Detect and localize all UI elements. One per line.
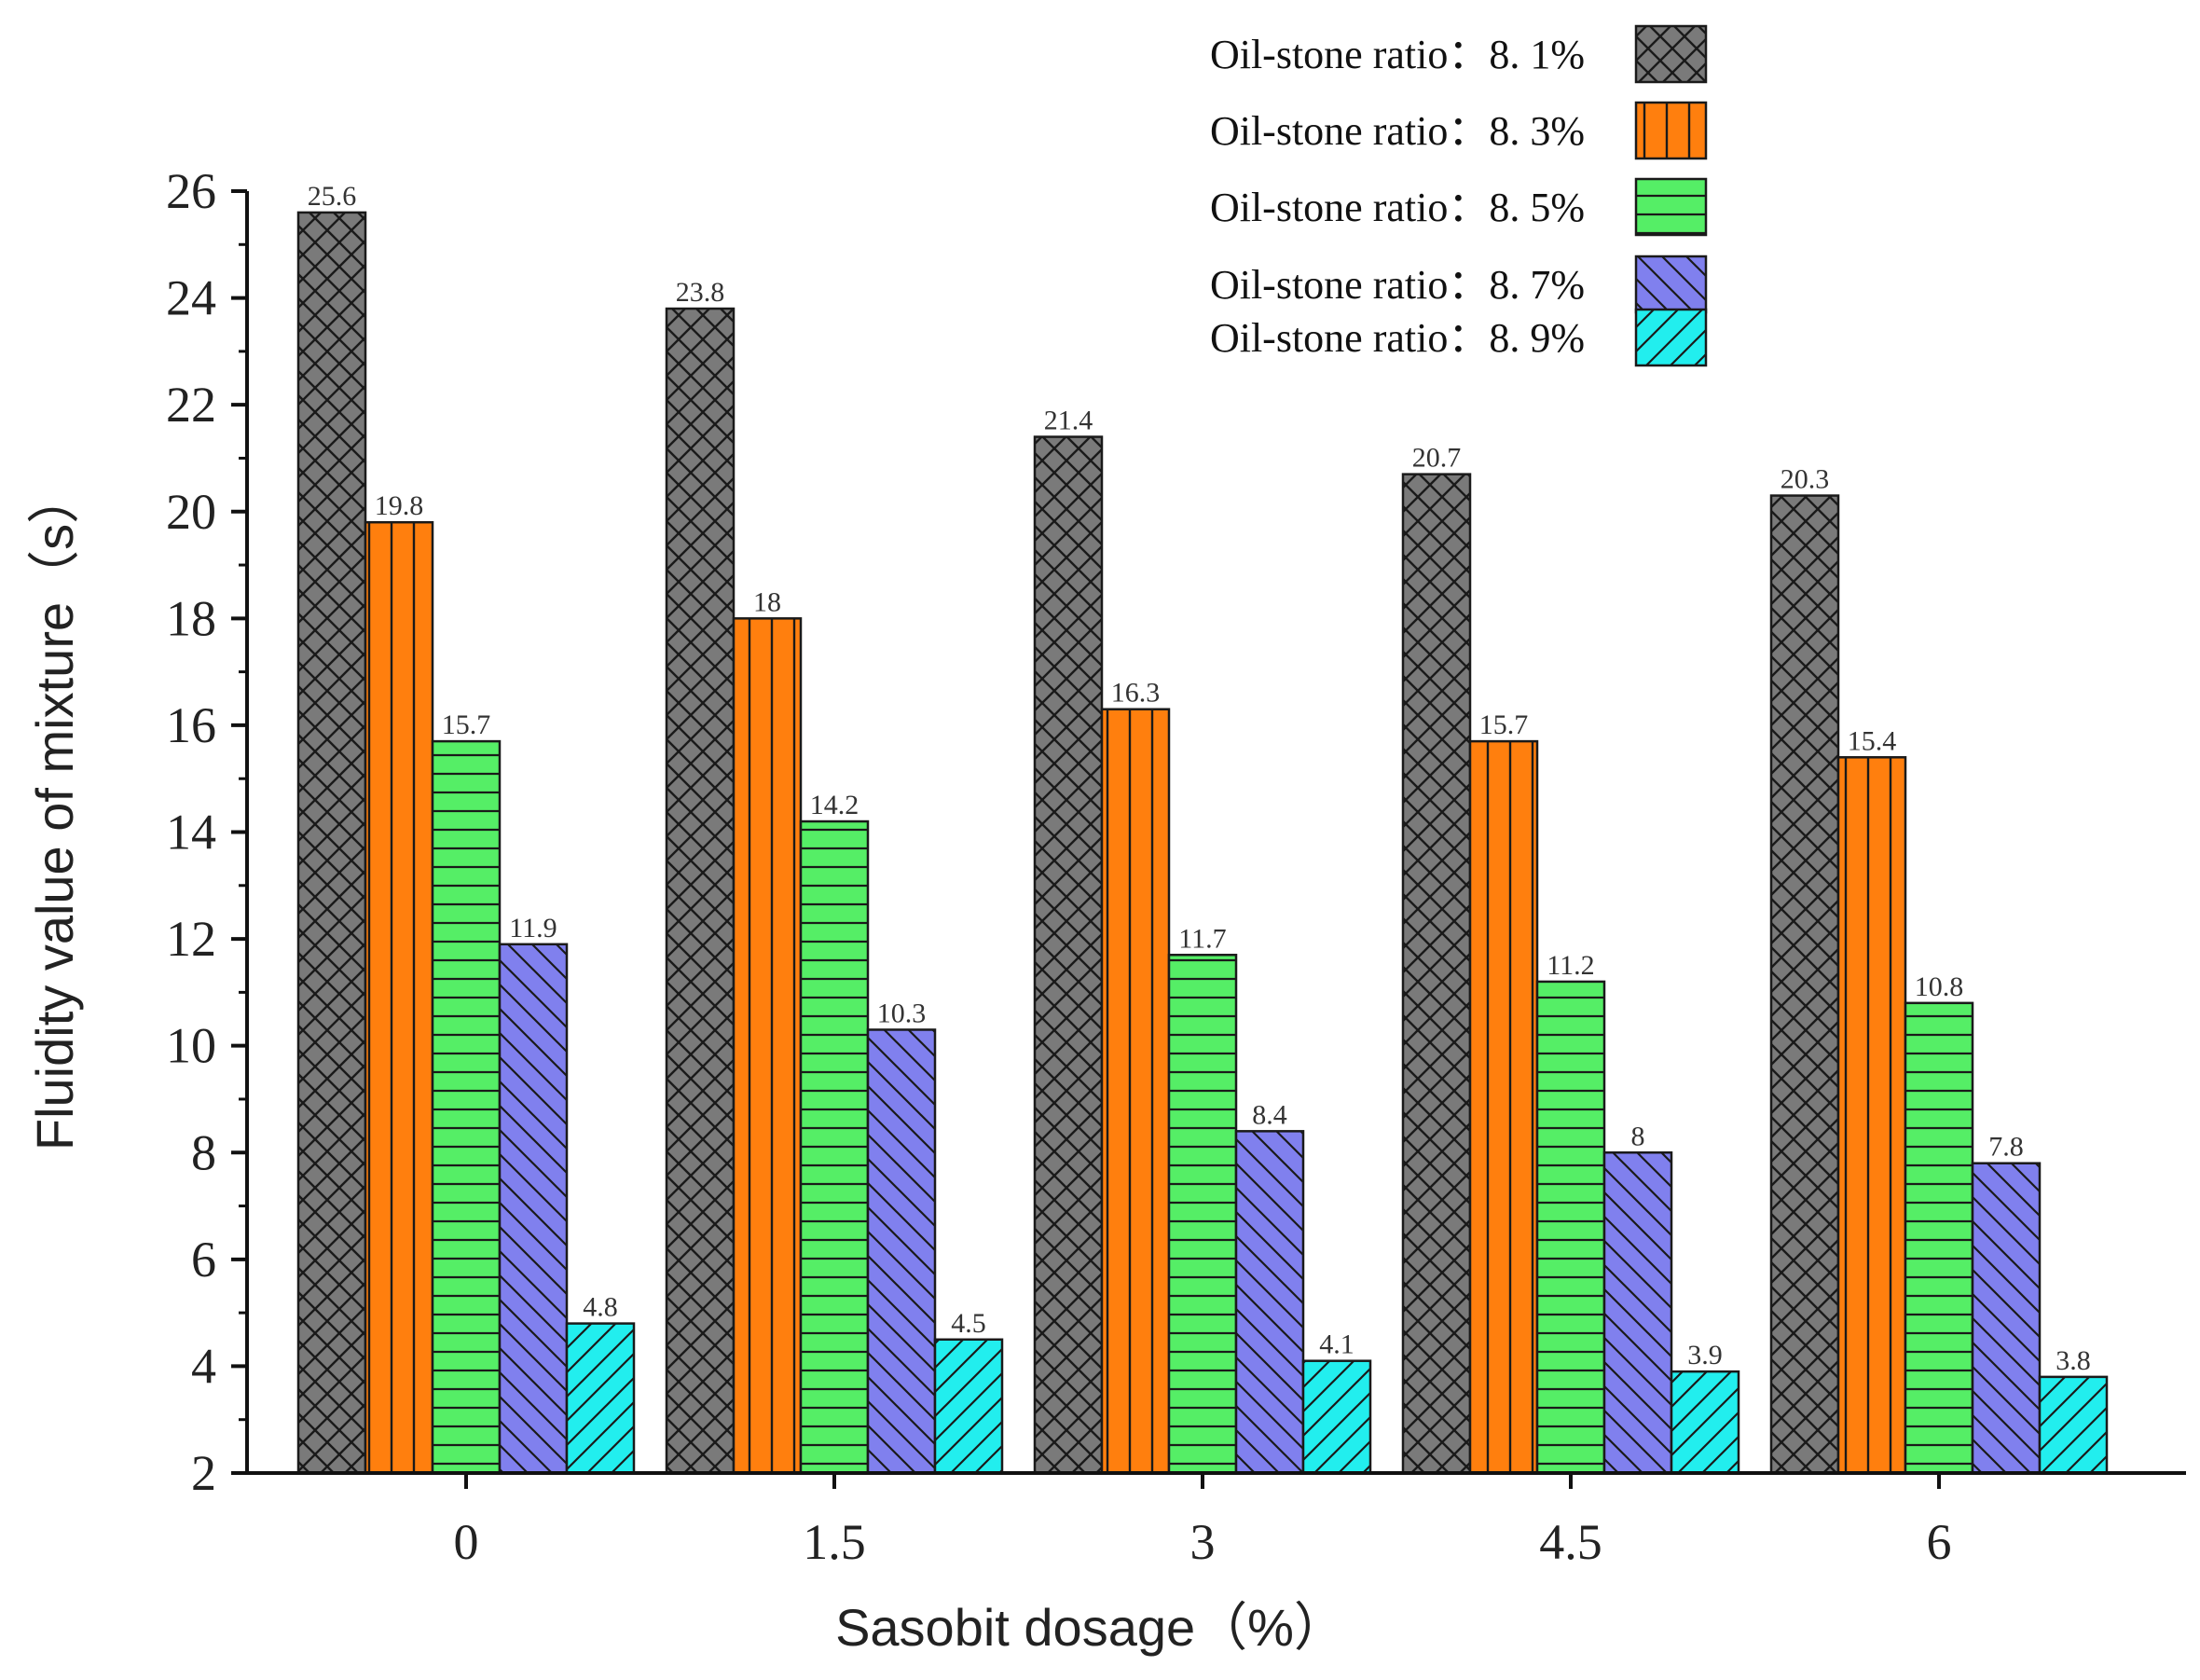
- data-labels-group: 25.6 19.8 15.7 11.9 4.8 23.8 18 14.2 10.3 4.5 21.4…: [308, 181, 2091, 1376]
- bar-series-1-cat-5: [1769, 494, 1840, 1475]
- bar-series-4-cat-2: [866, 1028, 937, 1475]
- bar-series-4-cat-3: [1234, 1130, 1305, 1475]
- bar-series-2-cat-5: [1836, 756, 1907, 1475]
- legend-swatch-5: [1634, 308, 1708, 367]
- bar-series-2-cat-1: [364, 520, 434, 1475]
- data-label: 3.9: [1687, 1340, 1723, 1370]
- bar-series-3-cat-1: [431, 739, 502, 1475]
- data-label: 8: [1631, 1121, 1645, 1151]
- data-label: 4.5: [951, 1308, 986, 1339]
- bar-series-5-cat-5: [2038, 1375, 2109, 1475]
- data-label: 20.7: [1412, 443, 1462, 474]
- data-label: 4.1: [1319, 1329, 1354, 1360]
- bar-series-5-cat-1: [565, 1322, 636, 1475]
- data-label: 19.8: [375, 490, 424, 521]
- y-tick-label: 24: [166, 270, 216, 326]
- bar-series-4-cat-5: [1971, 1162, 2042, 1475]
- y-tick-label: 4: [191, 1338, 216, 1394]
- y-tick-label: 6: [191, 1232, 216, 1288]
- legend: Oil-stone ratio：8. 1% Oil-stone ratio：8. …: [1210, 24, 1708, 367]
- x-tick-label: 4.5: [1539, 1514, 1602, 1570]
- bar-series-1-cat-1: [296, 211, 367, 1475]
- x-tick-label: 6: [1927, 1514, 1952, 1570]
- legend-swatch-4: [1634, 255, 1708, 314]
- y-tick-label: 14: [166, 805, 216, 861]
- y-tick-label: 18: [166, 590, 216, 646]
- bar-series-3-cat-5: [1904, 1001, 1974, 1475]
- data-label: 11.7: [1178, 923, 1226, 954]
- bar-series-2-cat-2: [732, 617, 803, 1475]
- bar-series-3-cat-2: [799, 819, 870, 1475]
- x-tick-label: 1.5: [803, 1514, 866, 1570]
- data-label: 21.4: [1044, 406, 1093, 436]
- y-tick-label: 12: [166, 911, 216, 967]
- bar-series-5-cat-2: [933, 1338, 1004, 1475]
- y-tick-label: 8: [191, 1124, 216, 1180]
- legend-label-2: Oil-stone ratio：8. 3%: [1210, 108, 1585, 154]
- bar-series-4-cat-4: [1602, 1151, 1673, 1475]
- legend-label-5: Oil-stone ratio：8. 9%: [1210, 315, 1585, 361]
- x-tick-label: 3: [1190, 1514, 1216, 1570]
- data-label: 23.8: [676, 277, 725, 308]
- data-label: 20.3: [1781, 464, 1830, 495]
- x-axis-title: Sasobit dosage（%）: [835, 1598, 1346, 1657]
- legend-swatch-3: [1634, 177, 1708, 237]
- data-label: 3.8: [2056, 1345, 2091, 1376]
- data-label: 15.7: [442, 709, 491, 740]
- bar-series-3-cat-3: [1167, 954, 1238, 1475]
- bar-series-5-cat-3: [1301, 1359, 1372, 1475]
- data-label: 25.6: [308, 181, 357, 212]
- data-label: 16.3: [1111, 678, 1161, 709]
- legend-label-1: Oil-stone ratio：8. 1%: [1210, 32, 1585, 77]
- legend-swatch-2: [1634, 101, 1708, 160]
- data-label: 11.2: [1547, 950, 1594, 981]
- data-label: 14.2: [810, 790, 859, 820]
- legend-label-4: Oil-stone ratio：8. 7%: [1210, 262, 1585, 308]
- data-label: 7.8: [1988, 1132, 2024, 1163]
- data-label: 15.4: [1848, 725, 1897, 756]
- y-axis-title: Fluidity value of mixture（s）: [25, 472, 84, 1150]
- data-label: 18: [753, 586, 781, 617]
- bar-series-4-cat-1: [498, 943, 569, 1475]
- data-label: 8.4: [1252, 1099, 1287, 1130]
- bar-series-1-cat-4: [1401, 473, 1472, 1475]
- data-label: 4.8: [583, 1292, 618, 1323]
- data-label: 11.9: [509, 913, 557, 943]
- data-label: 10.8: [1915, 971, 1964, 1002]
- data-label: 10.3: [877, 998, 927, 1028]
- bar-series-1-cat-3: [1033, 435, 1104, 1475]
- y-tick-label: 20: [166, 484, 216, 540]
- bar-series-2-cat-3: [1100, 708, 1171, 1475]
- y-tick-label: 26: [166, 163, 216, 219]
- x-tick-label: 0: [454, 1514, 479, 1570]
- data-label: 15.7: [1479, 709, 1529, 740]
- x-ticks-group: 0 1.5 3 4.5 6: [454, 1473, 1952, 1570]
- y-tick-label: 16: [166, 697, 216, 753]
- y-tick-label: 10: [166, 1018, 216, 1074]
- bar-series-1-cat-2: [665, 307, 736, 1475]
- bars-group: [296, 211, 2109, 1475]
- bar-series-2-cat-4: [1468, 739, 1539, 1475]
- bar-series-5-cat-4: [1670, 1370, 1740, 1475]
- legend-swatch-1: [1634, 24, 1708, 84]
- legend-label-3: Oil-stone ratio：8. 5%: [1210, 185, 1585, 230]
- y-tick-label: 22: [166, 377, 216, 433]
- y-tick-label: 2: [191, 1445, 216, 1501]
- bar-series-3-cat-4: [1535, 980, 1606, 1475]
